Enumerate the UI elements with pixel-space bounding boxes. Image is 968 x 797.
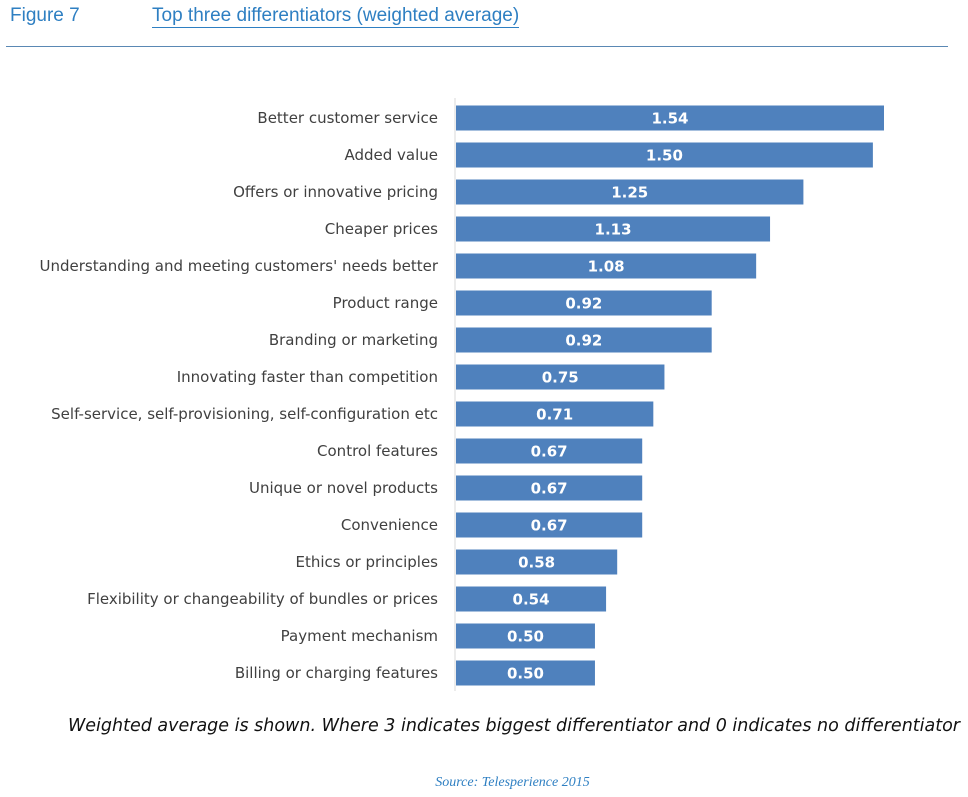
value-label: 0.75	[542, 369, 579, 387]
category-label: Flexibility or changeability of bundles …	[87, 590, 438, 608]
bar	[456, 105, 884, 131]
value-label: 0.67	[531, 443, 568, 461]
bar	[456, 438, 643, 464]
bar	[456, 327, 712, 353]
value-label: 1.54	[651, 110, 688, 128]
bar	[456, 142, 873, 168]
value-label: 0.50	[507, 628, 544, 646]
bar-chart: Better customer service 1.54 Added value 1.…	[39, 98, 884, 691]
value-label: 0.92	[565, 332, 602, 350]
bar	[456, 179, 804, 205]
category-label: Better customer service	[257, 109, 438, 127]
category-label: Offers or innovative pricing	[233, 183, 438, 201]
category-label: Innovating faster than competition	[177, 368, 438, 386]
category-label: Self-service, self-provisioning, self-co…	[51, 405, 438, 423]
bar	[456, 475, 643, 501]
value-label: 0.50	[507, 665, 544, 683]
category-label: Unique or novel products	[249, 479, 438, 497]
value-label: 1.50	[646, 147, 683, 165]
bar	[456, 253, 757, 279]
category-label: Control features	[317, 442, 438, 460]
header-divider	[6, 46, 948, 47]
category-label: Payment mechanism	[281, 627, 438, 645]
value-label: 1.25	[611, 184, 648, 202]
category-label: Billing or charging features	[235, 664, 438, 682]
bar	[456, 401, 654, 427]
bar	[456, 216, 771, 242]
value-label: 1.08	[588, 258, 625, 276]
value-label: 1.13	[595, 221, 632, 239]
value-label: 0.71	[536, 406, 573, 424]
category-label: Branding or marketing	[269, 331, 438, 349]
category-label: Added value	[344, 146, 438, 164]
bar	[456, 586, 607, 612]
figure-label: Figure 7	[10, 5, 80, 26]
value-label: 0.58	[518, 554, 555, 572]
bar	[456, 512, 643, 538]
source-credit: Source: Telesperience 2015	[435, 775, 590, 790]
category-label: Understanding and meeting customers' nee…	[39, 257, 438, 275]
bar	[456, 364, 665, 390]
bar	[456, 549, 618, 575]
chart-footnote: Weighted average is shown. Where 3 indic…	[67, 716, 960, 736]
bars-layer: Better customer service 1.54 Added value 1.…	[39, 105, 884, 686]
chart-title: Top three differentiators (weighted aver…	[152, 5, 520, 28]
value-label: 0.67	[531, 480, 568, 498]
category-label: Cheaper prices	[325, 220, 438, 238]
value-label: 0.67	[531, 517, 568, 535]
value-label: 0.54	[513, 591, 550, 609]
bar	[456, 290, 712, 316]
category-label: Product range	[333, 294, 438, 312]
bar	[456, 660, 595, 686]
category-label: Convenience	[341, 516, 438, 534]
bar	[456, 623, 595, 649]
category-label: Ethics or principles	[296, 553, 439, 571]
value-label: 0.92	[565, 295, 602, 313]
